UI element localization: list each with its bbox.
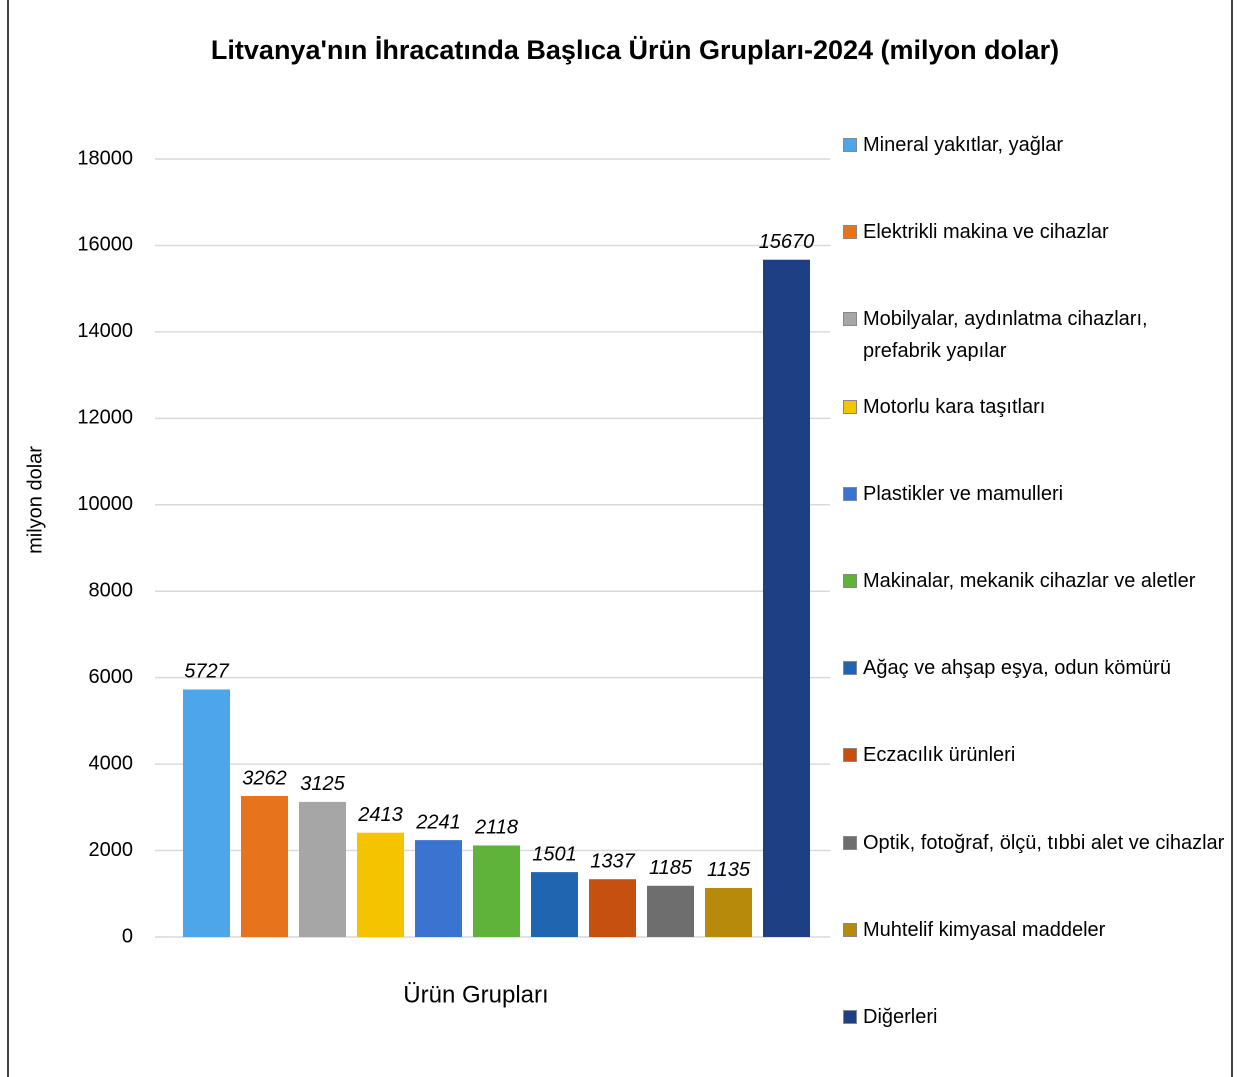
legend-item: Diğerleri: [843, 1001, 1228, 1033]
value-label: 2413: [357, 804, 403, 826]
bar-shade: [360, 837, 401, 934]
bar-shade: [650, 890, 691, 934]
bar-shade: [186, 694, 227, 934]
legend-label: Elektrikli makina ve cihazlar: [863, 221, 1109, 244]
legend-label: Mobilyalar, aydınlatma cihazları, prefab…: [863, 308, 1148, 363]
legend-item: Motorlu kara taşıtları: [843, 391, 1228, 423]
legend-swatch: [843, 1010, 857, 1024]
y-tick-label: 14000: [77, 320, 133, 342]
legend-swatch: [843, 835, 857, 850]
chart-border: [7, 0, 1233, 1077]
y-tick-label: 0: [122, 925, 133, 947]
legend-swatch: [843, 574, 857, 588]
bar-shade: [534, 877, 575, 934]
bar-shade: [418, 845, 459, 934]
y-tick-label: 8000: [89, 580, 134, 602]
value-label: 15670: [759, 231, 815, 253]
legend-item: Makinalar, mekanik cihazlar ve aletler: [843, 565, 1228, 597]
y-tick-label: 4000: [89, 752, 134, 774]
legend-swatch: [843, 138, 857, 152]
chart-title: Litvanya'nın İhracatında Başlıca Ürün Gr…: [211, 35, 1059, 65]
legend-label: Motorlu kara taşıtları: [863, 395, 1046, 418]
legend-label: Plastikler ve mamulleri: [863, 482, 1064, 505]
y-tick-label: 18000: [77, 147, 133, 169]
y-tick-label: 6000: [89, 666, 134, 688]
legend-label: Eczacılık ürünleri: [863, 744, 1016, 767]
bar-shade: [476, 850, 517, 934]
value-label: 1501: [532, 843, 577, 865]
bar-shade: [766, 264, 807, 934]
y-tick-label: 2000: [89, 839, 134, 861]
legend-item: Eczacılık ürünleri: [843, 739, 1228, 771]
legend-item: Mineral yakıtlar, yağlar: [843, 129, 1228, 161]
legend-item: Plastikler ve mamulleri: [843, 478, 1228, 510]
legend-swatch: [843, 486, 857, 501]
y-tick-label: 10000: [77, 493, 133, 515]
legend-label: Muhtelif kimyasal maddeler: [863, 918, 1106, 941]
x-axis-label: Ürün Grupları: [403, 981, 548, 1008]
y-tick-label: 16000: [77, 234, 133, 256]
bar-shade: [592, 884, 633, 934]
y-tick-label: 12000: [77, 407, 133, 429]
legend-item: Muhtelif kimyasal maddeler: [843, 914, 1228, 946]
value-label: 2241: [415, 811, 461, 833]
legend-item: Ağaç ve ahşap eşya, odun kömürü: [843, 652, 1228, 684]
value-label: 1185: [649, 857, 693, 879]
legend-label: Mineral yakıtlar, yağlar: [863, 134, 1064, 156]
legend-label: Makinalar, mekanik cihazlar ve aletler: [863, 570, 1196, 592]
bar-shade: [708, 892, 749, 934]
value-label: 1135: [707, 859, 751, 881]
value-label: 3125: [300, 773, 345, 795]
legend-swatch: [843, 922, 857, 937]
legend-swatch: [843, 225, 857, 240]
legend-label: Optik, fotoğraf, ölçü, tıbbi alet ve cih…: [863, 831, 1225, 854]
y-axis-label: milyon dolar: [24, 446, 46, 554]
value-label: 5727: [184, 661, 229, 683]
value-label: 2118: [474, 817, 518, 839]
value-label: 1337: [590, 850, 635, 872]
bar-shade: [302, 806, 343, 934]
legend-swatch: [843, 399, 857, 414]
legend-swatch: [843, 312, 857, 327]
legend-label: Diğerleri: [863, 1006, 938, 1028]
legend-item: Optik, fotoğraf, ölçü, tıbbi alet ve cih…: [843, 827, 1228, 859]
legend-swatch: [843, 748, 857, 763]
value-label: 3262: [242, 767, 287, 789]
legend-swatch: [843, 661, 857, 676]
legend-label: Ağaç ve ahşap eşya, odun kömürü: [863, 657, 1171, 680]
legend-item: Mobilyalar, aydınlatma cihazları, prefab…: [843, 303, 1228, 367]
legend-item: Elektrikli makina ve cihazlar: [843, 216, 1228, 248]
bar-shade: [244, 801, 285, 934]
